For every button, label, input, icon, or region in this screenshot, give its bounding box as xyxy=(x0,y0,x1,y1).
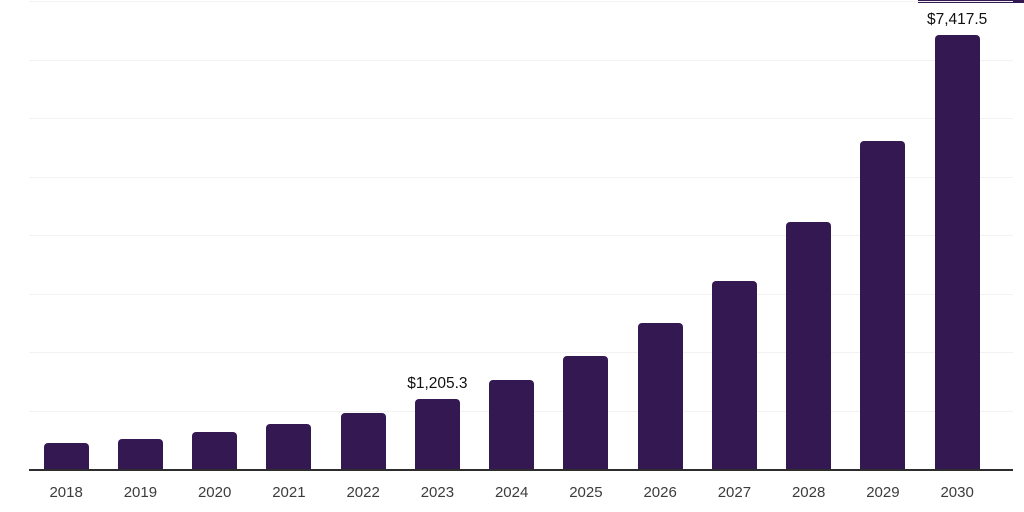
x-axis-label-2029: 2029 xyxy=(866,484,900,501)
x-axis-label-2024: 2024 xyxy=(494,484,529,501)
x-axis-line xyxy=(29,469,1013,471)
bar-2019 xyxy=(117,439,163,469)
bar-2023 xyxy=(414,398,460,469)
bar-2021 xyxy=(266,424,312,469)
bar-2030 xyxy=(934,35,980,469)
x-axis-label-2027: 2027 xyxy=(717,484,752,501)
gridline-4000 xyxy=(29,235,1013,236)
x-axis-label-2028: 2028 xyxy=(791,484,826,501)
bar-2025 xyxy=(563,356,609,469)
gridline-6000 xyxy=(29,118,1013,119)
bar-2020 xyxy=(192,431,238,469)
plot-area: $1,205.3 $7,417.5 xyxy=(29,0,1013,471)
gridline-3000 xyxy=(29,293,1013,295)
bar-2026 xyxy=(637,323,683,469)
x-axis-label-2020: 2020 xyxy=(197,484,232,501)
x-axis-label-2022: 2022 xyxy=(346,484,380,501)
x-axis-labels: 2018 2019 2020 2021 2022 2023 2024 2025 2026 2027… xyxy=(29,484,995,504)
x-axis-label-2026: 2026 xyxy=(643,484,677,501)
bar-2022 xyxy=(340,413,386,469)
bars-group: $1,205.3 $7,417.5 xyxy=(29,0,995,469)
x-axis-label-2023: 2023 xyxy=(420,484,455,501)
x-axis-label-2030: 2030 xyxy=(940,484,974,501)
data-label-2023: $1,205.3 xyxy=(407,374,468,392)
x-axis-label-2019: 2019 xyxy=(123,484,158,501)
bar-2028 xyxy=(786,222,832,469)
gridline-7000 xyxy=(29,59,1013,61)
bar-2018 xyxy=(43,443,89,469)
bar-2027 xyxy=(711,280,757,469)
x-axis-label-2018: 2018 xyxy=(49,484,83,501)
x-axis-label-2021: 2021 xyxy=(272,484,306,501)
data-label-2030: $7,417.5 xyxy=(926,11,988,29)
bar-2029 xyxy=(860,141,906,469)
bar-2024 xyxy=(489,380,535,469)
gridline-2000 xyxy=(29,352,1013,353)
gridline-5000 xyxy=(29,176,1013,178)
gridline-8000 xyxy=(29,1,1013,2)
x-axis-label-2025: 2025 xyxy=(569,484,603,501)
